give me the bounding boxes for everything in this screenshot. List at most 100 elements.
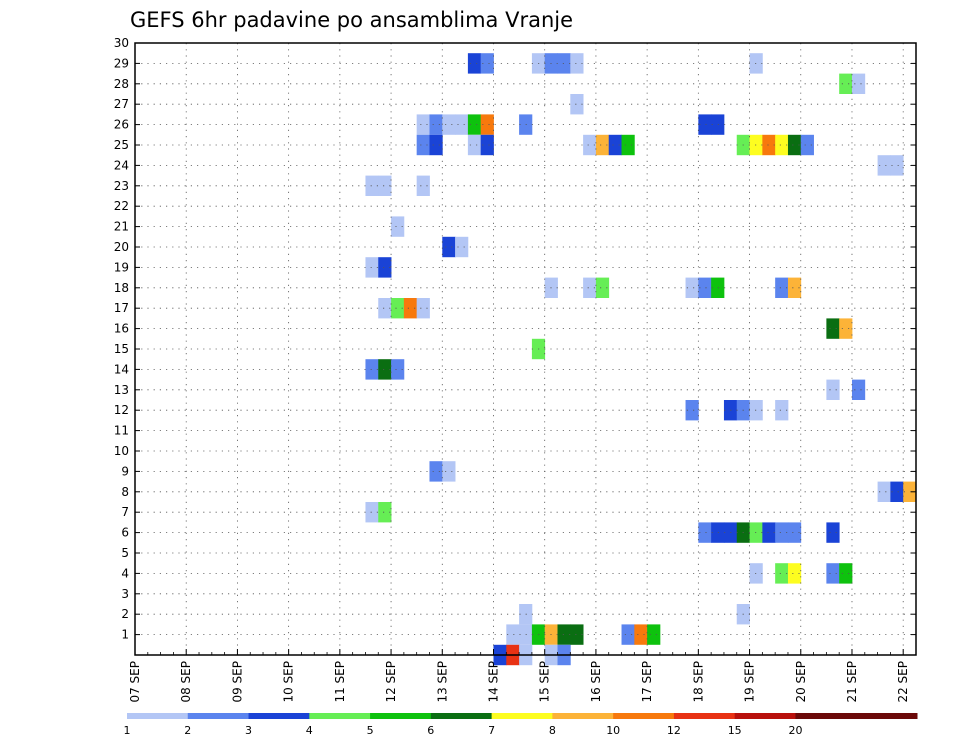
y-tick-label: 26 (114, 118, 129, 132)
precip-cell (391, 298, 405, 319)
legend-label: 12 (667, 724, 681, 737)
precip-cell (621, 624, 635, 645)
precip-cell (775, 400, 789, 421)
x-tick-label: 08 SEP (179, 661, 193, 703)
precip-cell (416, 298, 430, 319)
precip-cell (826, 318, 840, 339)
x-tick-label: 22 SEP (896, 661, 910, 703)
x-tick-label: 15 SEP (538, 661, 552, 703)
y-tick-label: 23 (114, 179, 129, 193)
legend-label: 3 (245, 724, 252, 737)
precip-cell (480, 53, 494, 74)
y-tick-label: 4 (121, 566, 129, 580)
x-tick-label: 20 SEP (794, 661, 808, 703)
precip-cell (391, 359, 405, 380)
y-tick-label: 6 (121, 526, 129, 540)
precip-cell (557, 53, 571, 74)
precip-cell (787, 522, 802, 543)
y-tick-label: 21 (114, 220, 129, 234)
precip-cell (890, 155, 904, 176)
precip-cell (711, 522, 725, 543)
precip-cell (903, 481, 917, 502)
x-tick-label: 10 SEP (282, 661, 296, 703)
precip-cell (762, 134, 776, 156)
precip-cell (711, 114, 725, 135)
precip-cell (391, 216, 405, 237)
y-tick-label: 11 (114, 424, 129, 438)
x-tick-label: 11 SEP (333, 661, 347, 703)
precip-cell (429, 134, 443, 156)
precip-cell (877, 481, 891, 502)
legend-swatch (552, 713, 614, 719)
precip-cell (467, 134, 482, 156)
precip-cell (378, 298, 392, 319)
precip-cell (455, 114, 469, 135)
x-tick-label: 09 SEP (230, 661, 244, 703)
legend-swatch (613, 713, 675, 719)
precip-cell (775, 522, 789, 543)
precip-cell (775, 277, 789, 298)
y-tick-label: 20 (114, 240, 129, 254)
x-tick-label: 19 SEP (743, 661, 757, 703)
x-tick-label: 14 SEP (487, 661, 501, 703)
precip-cell (378, 502, 392, 523)
precip-cell (595, 134, 610, 156)
precip-cells (365, 53, 917, 666)
precip-cell (826, 522, 840, 543)
x-tick-label: 12 SEP (384, 661, 398, 703)
precip-cell (583, 134, 597, 156)
precip-cell (416, 114, 430, 135)
precip-cell (826, 379, 840, 400)
y-tick-label: 25 (114, 138, 129, 152)
y-tick-label: 18 (114, 281, 129, 295)
legend-label: 2 (184, 724, 191, 737)
x-tick-label: 07 SEP (128, 661, 142, 703)
y-tick-label: 1 (121, 628, 129, 642)
legend-swatch (370, 713, 432, 719)
legend-label: 7 (488, 724, 495, 737)
precip-cell (851, 73, 866, 94)
precip-cell (839, 563, 853, 584)
precip-cell (634, 624, 648, 645)
legend-swatch (673, 713, 736, 719)
precip-cell (698, 522, 712, 543)
x-axis: 07 SEP 08 SEP 09 SEP 10 SEP 11 SEP 12 SEP 13 S… (128, 649, 910, 703)
precip-cell (365, 257, 379, 278)
precip-cell (480, 134, 494, 156)
precip-cell (429, 114, 443, 135)
precip-cell (378, 257, 392, 278)
precip-cell (762, 522, 776, 543)
precip-cell (583, 277, 597, 298)
legend-label: 5 (367, 724, 374, 737)
precip-cell (775, 134, 789, 156)
x-tick-label: 13 SEP (435, 661, 449, 703)
legend-label: 20 (789, 724, 803, 737)
legend-label: 6 (427, 724, 434, 737)
precip-cell (595, 277, 610, 298)
y-tick-label: 2 (121, 607, 129, 621)
y-tick-label: 16 (114, 322, 129, 336)
legend-label: 10 (606, 724, 620, 737)
precip-cell (621, 134, 635, 156)
precip-cell (787, 134, 802, 156)
precip-cell (839, 318, 853, 339)
precip-cell (442, 114, 456, 135)
chart-title: GEFS 6hr padavine po ansamblima Vranje (130, 8, 573, 32)
precip-cell (800, 134, 814, 156)
precip-cell (365, 175, 379, 196)
precip-cell (416, 175, 430, 196)
precip-cell (787, 277, 802, 298)
precip-cell (416, 134, 430, 156)
y-tick-label: 24 (114, 158, 129, 172)
legend-swatch (430, 713, 493, 719)
y-tick-label: 8 (121, 485, 129, 499)
precip-cell (365, 359, 379, 380)
y-tick-label: 29 (114, 56, 129, 70)
legend-swatch (856, 713, 918, 719)
precip-cell (839, 73, 853, 94)
y-tick-label: 3 (121, 587, 129, 601)
legend-swatch (734, 713, 796, 719)
y-tick-label: 22 (114, 199, 129, 213)
precip-cell (698, 277, 712, 298)
